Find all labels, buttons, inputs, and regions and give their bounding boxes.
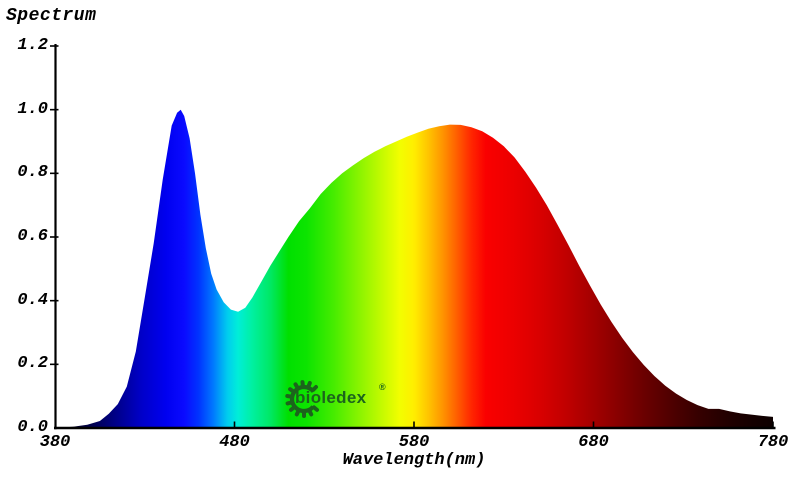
- y-tick-label: 1.0: [17, 99, 48, 119]
- spectrum-area: [55, 109, 773, 428]
- y-tick-label: 0.4: [17, 290, 48, 310]
- y-tick-label: 0.8: [17, 163, 48, 183]
- x-tick-label: 380: [39, 433, 71, 452]
- bioledex-gear-icon: [285, 380, 319, 418]
- x-tick-label: 780: [757, 433, 789, 452]
- chart-title: Spectrum: [6, 6, 97, 26]
- bioledex-logo-text: bioledex: [295, 388, 367, 407]
- x-tick-label: 680: [578, 433, 609, 452]
- y-tick-label: 0.6: [17, 227, 48, 246]
- x-axis-title: Wavelength(nm): [342, 451, 486, 470]
- registered-trademark-icon: ®: [379, 382, 386, 392]
- y-tick-label: 0.0: [17, 418, 48, 437]
- y-tick-label: 1.2: [17, 36, 48, 55]
- x-tick-label: 580: [398, 433, 430, 452]
- bioledex-watermark: bioledex ®: [283, 374, 395, 426]
- x-tick-label: 480: [219, 433, 250, 452]
- y-tick-label: 0.2: [17, 354, 48, 374]
